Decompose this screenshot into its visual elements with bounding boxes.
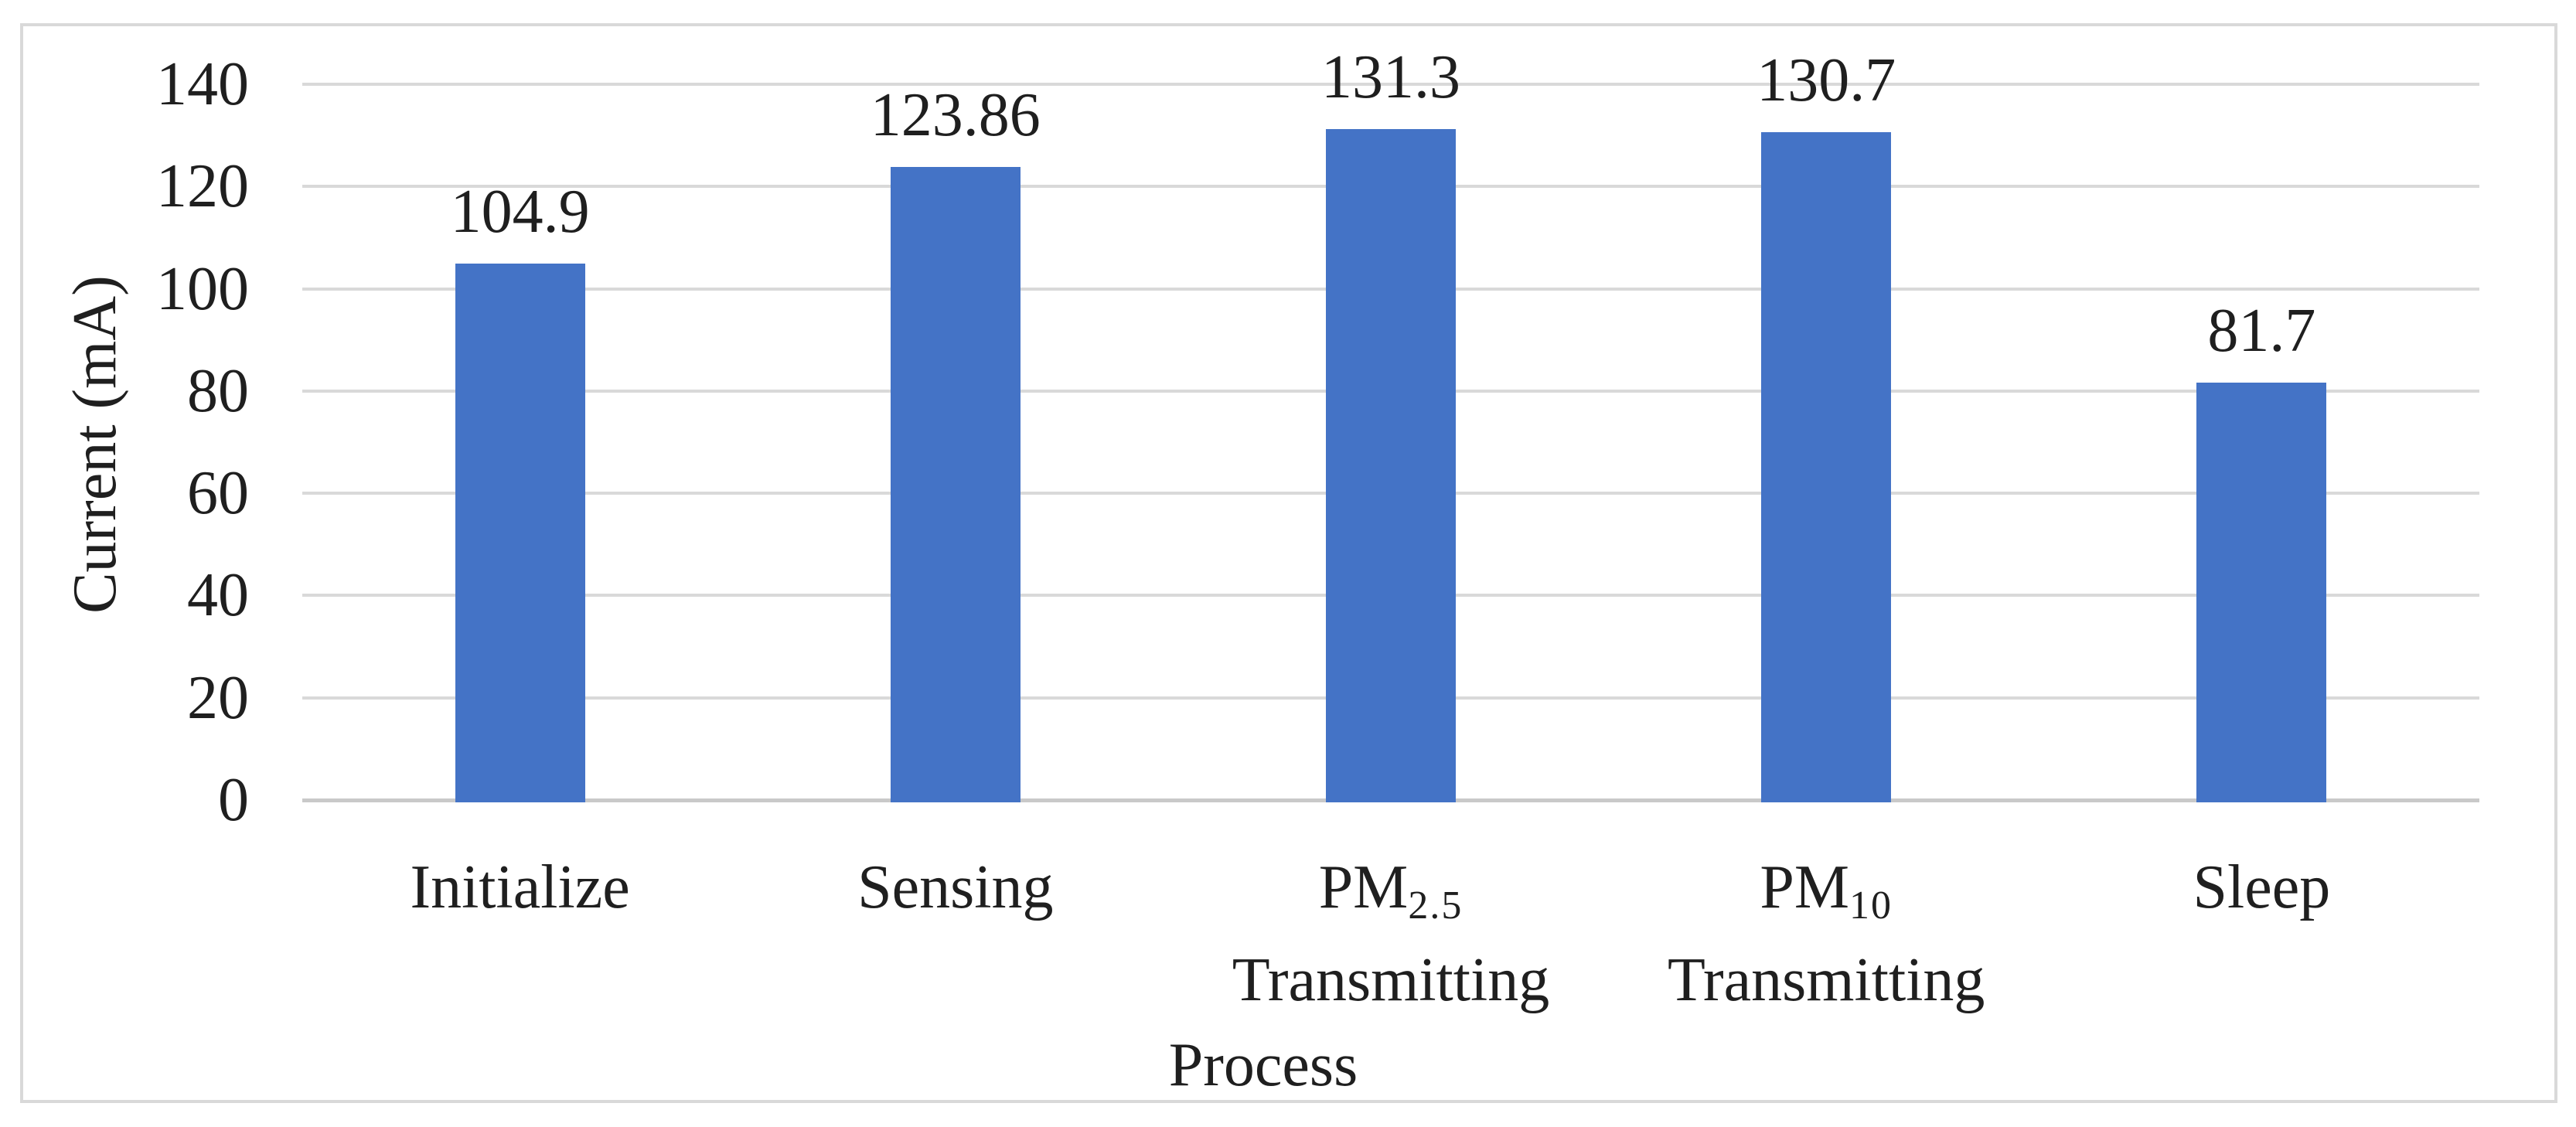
y-tick-label-120: 120 <box>156 152 249 221</box>
category-text: PM <box>1318 853 1409 921</box>
data-label-initialize: 104.9 <box>450 178 590 247</box>
x-axis-title: Process <box>1168 1031 1358 1099</box>
data-label-sensing: 123.86 <box>870 80 1041 149</box>
data-label-sleep: 81.7 <box>2207 296 2316 365</box>
category-text: Initialize <box>410 853 630 921</box>
category-line1: PM2.5 <box>1174 850 1608 943</box>
category-line2: Transmitting <box>1667 946 1985 1014</box>
category-line1: Sensing <box>738 850 1173 925</box>
bar-initialize <box>455 264 585 802</box>
category-line1: Sleep <box>2044 850 2479 925</box>
category-line1: PM10 <box>1609 850 2043 943</box>
bar-sensing <box>890 166 1021 802</box>
y-tick-label-40: 40 <box>187 561 249 630</box>
category-subscript: 10 <box>1849 884 1893 928</box>
category-label-initialize: Initialize <box>303 850 738 925</box>
y-tick-label-0: 0 <box>218 766 249 834</box>
y-tick-label-100: 100 <box>156 254 249 323</box>
category-label-sensing: Sensing <box>738 850 1173 925</box>
bar-pm10-transmitting <box>1761 131 1892 802</box>
chart-frame <box>20 23 2557 1103</box>
category-subscript: 2.5 <box>1408 884 1463 928</box>
category-label-pm25-transmitting: PM2.5 Transmitting <box>1174 850 1608 1018</box>
bar-sleep <box>2196 382 2327 802</box>
category-line1: Initialize <box>303 850 738 925</box>
data-label-pm25-transmitting: 131.3 <box>1321 43 1460 111</box>
gridline-y140 <box>302 83 2479 86</box>
category-text: Sensing <box>857 853 1054 921</box>
category-label-sleep: Sleep <box>2044 850 2479 925</box>
category-label-pm10-transmitting: PM10 Transmitting <box>1609 850 2043 1018</box>
y-tick-label-140: 140 <box>156 50 249 118</box>
bar-pm25-transmitting <box>1326 128 1456 802</box>
category-text: Sleep <box>2193 853 2331 921</box>
y-tick-label-20: 20 <box>187 663 249 732</box>
y-tick-label-80: 80 <box>187 356 249 425</box>
data-label-pm10-transmitting: 130.7 <box>1757 46 1896 114</box>
category-line2: Transmitting <box>1232 946 1550 1014</box>
y-tick-label-60: 60 <box>187 459 249 528</box>
category-text: PM <box>1760 853 1849 921</box>
